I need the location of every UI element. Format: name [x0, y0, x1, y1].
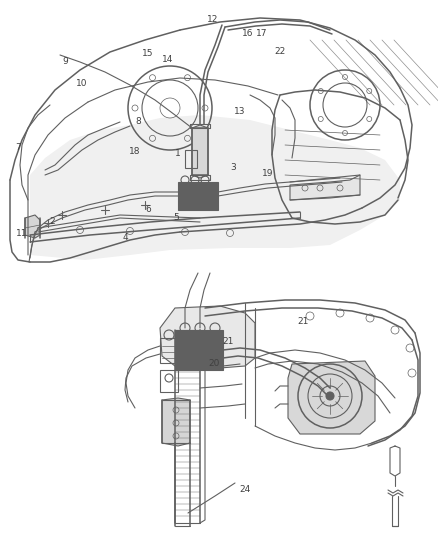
Text: 12: 12 [207, 15, 219, 25]
Text: 8: 8 [135, 117, 141, 126]
Text: 9: 9 [62, 58, 68, 67]
Text: 13: 13 [234, 108, 246, 117]
Text: 14: 14 [162, 55, 174, 64]
Bar [160, 370, 178, 392]
Text: 10: 10 [76, 78, 88, 87]
Polygon shape [160, 306, 255, 368]
Bar [175, 330, 223, 370]
Bar [160, 338, 178, 363]
Text: 24: 24 [240, 486, 251, 495]
Polygon shape [290, 175, 360, 200]
Polygon shape [25, 215, 40, 238]
Circle shape [326, 392, 334, 400]
Text: 6: 6 [145, 206, 151, 214]
Polygon shape [288, 361, 375, 434]
Text: 20: 20 [208, 359, 220, 368]
Text: 11: 11 [16, 230, 28, 238]
Text: 22: 22 [274, 47, 286, 56]
Text: 16: 16 [242, 29, 254, 38]
Text: 21: 21 [297, 318, 309, 327]
Text: 15: 15 [142, 50, 154, 59]
Polygon shape [30, 115, 400, 260]
Text: 2: 2 [49, 217, 55, 227]
Text: 3: 3 [230, 164, 236, 173]
Text: 4: 4 [122, 233, 128, 243]
Bar [185, 150, 197, 168]
Text: 18: 18 [129, 148, 141, 157]
Text: 19: 19 [262, 169, 274, 179]
Text: 21: 21 [223, 337, 234, 346]
Bar [178, 182, 218, 210]
Text: 7: 7 [15, 143, 21, 152]
Text: 1: 1 [175, 149, 181, 158]
Text: 17: 17 [256, 29, 268, 38]
Polygon shape [192, 125, 208, 178]
Text: 5: 5 [173, 214, 179, 222]
Polygon shape [162, 398, 190, 446]
